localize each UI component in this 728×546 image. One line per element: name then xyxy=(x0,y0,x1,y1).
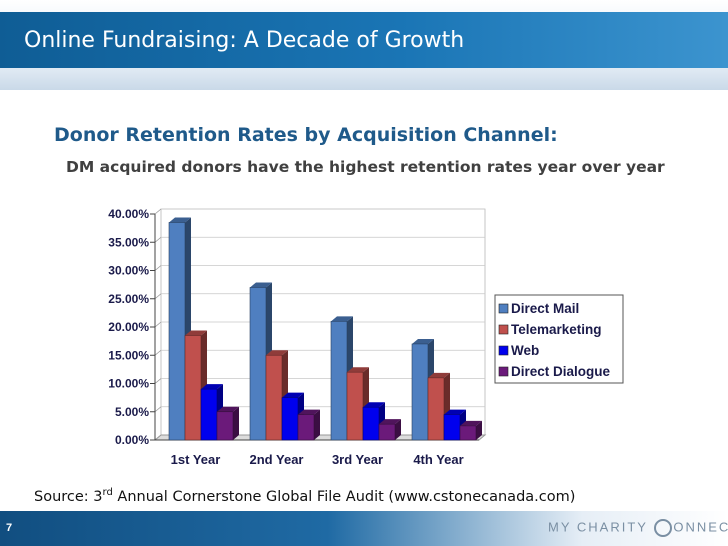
bar-top-telemarketing xyxy=(347,367,369,373)
x-tick-label: 2nd Year xyxy=(250,452,304,467)
x-tick-label: 4th Year xyxy=(413,452,463,467)
bar-top-telemarketing xyxy=(185,330,207,336)
legend-swatch xyxy=(498,366,509,377)
bar-top-web xyxy=(201,384,223,390)
y-tick-label: 0.00% xyxy=(115,433,149,447)
bar-direct-mail xyxy=(249,287,267,441)
gridline-depth xyxy=(154,406,162,413)
bar-top-direct-dialogue xyxy=(217,406,239,412)
bar-direct-dialogue xyxy=(378,423,396,441)
y-tick-label: 40.00% xyxy=(108,207,149,221)
source-superscript: rd xyxy=(102,487,113,498)
bar-direct-dialogue xyxy=(297,414,315,441)
legend-swatch xyxy=(498,324,509,335)
logo-text-part1: MY CHARITY xyxy=(548,519,648,535)
bar-top-direct-mail xyxy=(250,282,272,288)
bar-telemarketing xyxy=(265,354,283,441)
source-prefix: Source: 3 xyxy=(34,488,103,505)
bar-web xyxy=(200,388,218,441)
bar-telemarketing xyxy=(346,371,364,441)
bar-top-direct-mail xyxy=(169,217,191,223)
bar-top-web xyxy=(363,402,385,408)
bar-direct-dialogue xyxy=(459,425,477,441)
y-tick-label: 5.00% xyxy=(115,405,149,419)
legend-label: Telemarketing xyxy=(511,322,602,337)
legend-swatch xyxy=(498,303,509,314)
legend-box xyxy=(494,294,624,384)
bar-top-telemarketing xyxy=(428,372,450,378)
bar-direct-dialogue xyxy=(216,411,234,441)
gridline-depth xyxy=(154,434,162,441)
y-tick-label: 30.00% xyxy=(108,264,149,278)
bar-direct-mail xyxy=(330,321,348,441)
bar-top-web xyxy=(444,409,466,415)
bar-top-direct-mail xyxy=(331,316,353,322)
title-bar xyxy=(0,12,728,68)
bar-telemarketing xyxy=(184,335,202,441)
chart-heading: Donor Retention Rates by Acquisition Cha… xyxy=(54,124,558,146)
bar-top-telemarketing xyxy=(266,350,288,356)
axis-labels: 0.00% 5.00% 10.00% 15.00% 20.00% 25.00% 30.00%… xyxy=(108,207,463,467)
footer-bar xyxy=(0,511,728,546)
x-tick-label: 3rd Year xyxy=(332,452,383,467)
bar-top-direct-mail xyxy=(412,338,434,344)
bar-top-direct-dialogue xyxy=(379,419,401,425)
my-charity-connects-logo: MY CHARITY ONNECTS xyxy=(548,519,728,537)
bar-side-direct-dialogue xyxy=(314,409,320,440)
legend-swatch xyxy=(498,345,509,356)
y-tick-label: 25.00% xyxy=(108,292,149,306)
bar-direct-mail xyxy=(411,343,429,441)
gridline-depth xyxy=(154,378,162,384)
y-tick-label: 20.00% xyxy=(108,320,149,334)
legend-label: Direct Mail xyxy=(511,301,579,316)
page-number: 7 xyxy=(6,522,13,534)
gridline-depth xyxy=(154,265,162,271)
bar-top-direct-dialogue xyxy=(298,409,320,415)
bar-telemarketing xyxy=(427,377,445,441)
bar-web xyxy=(362,406,380,441)
bar-top-web xyxy=(282,392,304,398)
bar-web xyxy=(443,414,461,441)
logo-c-mark-icon xyxy=(654,519,673,537)
x-tick-label: 1st Year xyxy=(171,452,221,467)
gridline-depth xyxy=(154,236,162,243)
y-tick-label: 35.00% xyxy=(108,235,149,249)
logo-text-part2: ONNECTS xyxy=(673,519,728,535)
gridline-depth xyxy=(154,208,162,215)
slide-title: Online Fundraising: A Decade of Growth xyxy=(24,28,465,53)
legend-label: Web xyxy=(511,343,539,358)
gridline-depth xyxy=(154,321,162,328)
y-tick-label: 15.00% xyxy=(108,348,149,362)
y-tick-label: 10.00% xyxy=(108,377,149,391)
chart-subheading: DM acquired donors have the highest rete… xyxy=(66,158,665,176)
bar-side-direct-dialogue xyxy=(395,419,401,440)
legend: Direct Mail Telemarketing Web Direct Dialog… xyxy=(494,294,624,384)
legend-label: Direct Dialogue xyxy=(511,364,611,379)
bar-side-direct-dialogue xyxy=(233,406,239,440)
retention-bar-chart: 0.00% 5.00% 10.00% 15.00% 20.00% 25.00% 30.00%… xyxy=(108,207,624,467)
source-note: Source: 3rd Annual Cornerstone Global Fi… xyxy=(34,487,575,505)
bar-direct-mail xyxy=(168,222,186,441)
bar-web xyxy=(281,397,299,441)
source-suffix: Annual Cornerstone Global File Audit (ww… xyxy=(112,488,576,505)
gridline-depth xyxy=(154,293,162,300)
bar-side-direct-dialogue xyxy=(476,420,482,440)
bars xyxy=(168,217,482,441)
gridline-depth xyxy=(154,349,162,356)
bar-top-direct-dialogue xyxy=(460,420,482,426)
